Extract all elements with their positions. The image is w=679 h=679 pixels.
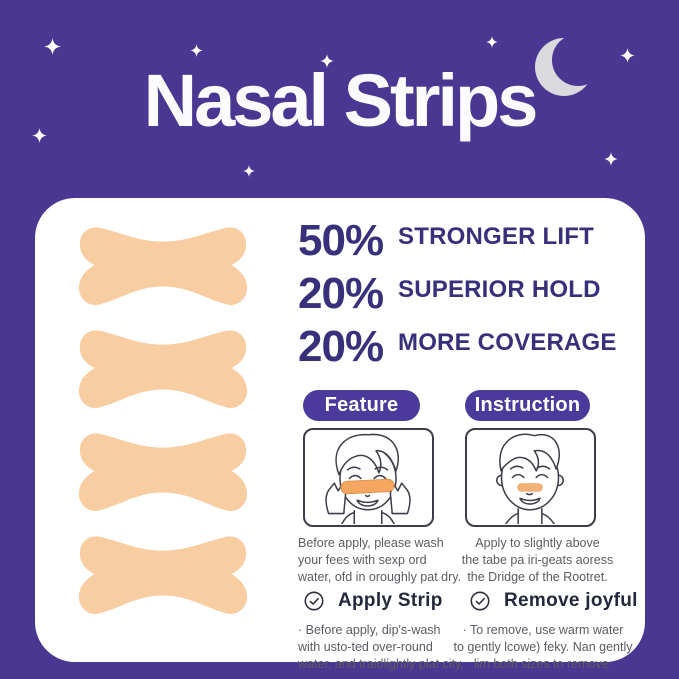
sparkle-star-icon — [604, 152, 618, 166]
feature-intro-text: Before apply, please wash your fees with… — [298, 536, 462, 584]
face-apply-strip-illustration — [325, 433, 411, 525]
nasal-strip-shape — [78, 536, 248, 615]
stat-row: 20% MORE COVERAGE — [298, 324, 617, 377]
nasal-strip-shape — [78, 330, 248, 409]
sparkle-star-icon — [190, 44, 203, 57]
sparkle-star-icon — [486, 36, 498, 48]
remove-body-text: · To remove, use warm water to gently lc… — [453, 623, 633, 671]
face-with-strip-illustration — [496, 433, 564, 525]
crescent-moon-icon — [535, 34, 599, 96]
stats-list: 50% STRONGER LIFT 20% SUPERIOR HOLD 20% … — [298, 218, 617, 377]
stat-label: MORE COVERAGE — [398, 329, 617, 356]
instruction-illustration-box — [465, 428, 596, 527]
stat-row: 20% SUPERIOR HOLD — [298, 271, 617, 324]
sparkle-star-icon — [44, 38, 61, 55]
info-card: 50% STRONGER LIFT 20% SUPERIOR HOLD 20% … — [35, 198, 645, 671]
stat-value: 20% — [298, 322, 384, 371]
stat-value: 20% — [298, 269, 384, 318]
sparkle-star-icon — [320, 54, 334, 68]
sparkle-star-icon — [32, 128, 47, 143]
stat-label: SUPERIOR HOLD — [398, 276, 601, 303]
check-circle-icon — [470, 591, 490, 611]
nasal-strip-shape — [78, 227, 248, 306]
sparkle-star-icon — [620, 48, 635, 63]
instruction-badge: Instruction — [465, 390, 590, 421]
step-title: Remove joyful — [504, 590, 638, 611]
step-title: Apply Strip — [338, 590, 443, 611]
check-circle-icon — [304, 591, 324, 611]
apply-strip-step: Apply Strip — [303, 590, 443, 612]
feature-illustration-box — [303, 428, 434, 527]
instruction-intro-text: Apply to slightly above the tabe pa iri-… — [461, 536, 614, 584]
sparkle-star-icon — [243, 165, 255, 177]
stat-row: 50% STRONGER LIFT — [298, 218, 617, 271]
stat-label: STRONGER LIFT — [398, 223, 594, 250]
apply-strip-body-text: · Before apply, dip's-wash with usto-ted… — [298, 623, 464, 671]
stat-value: 50% — [298, 216, 384, 265]
nasal-strip-shape — [78, 433, 248, 512]
feature-badge: Feature — [303, 390, 420, 421]
remove-step: Remove joyful — [469, 590, 638, 612]
page-title: Nasal Strips — [143, 59, 539, 142]
